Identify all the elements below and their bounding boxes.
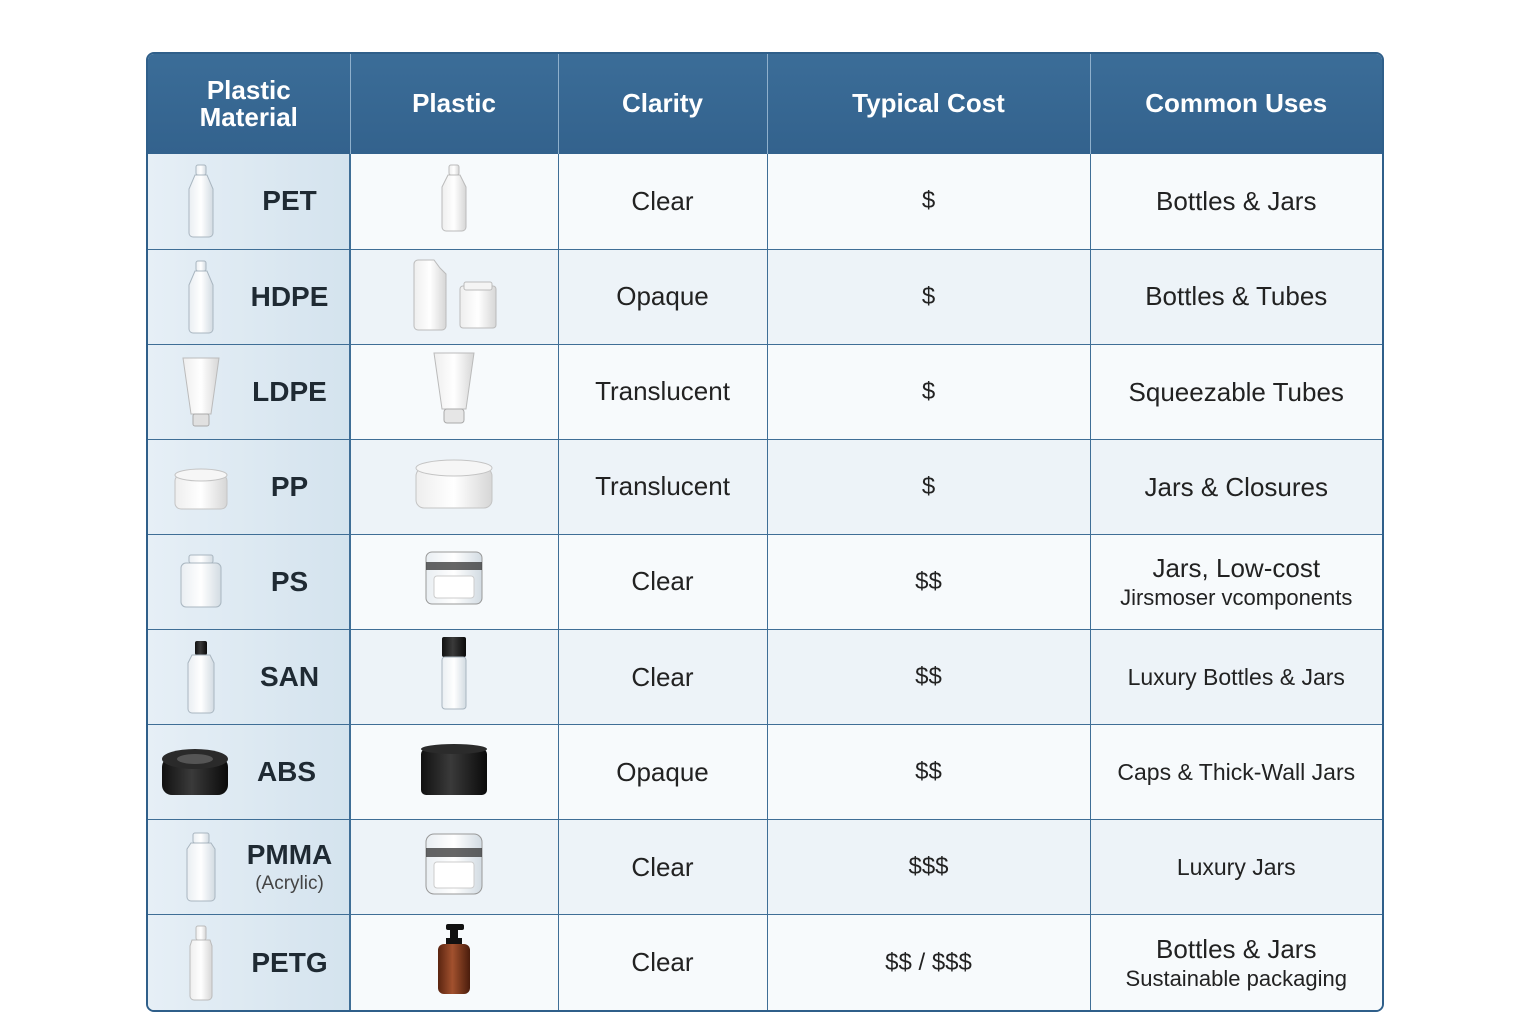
material-name: PETG	[251, 946, 328, 978]
table-row: ABS Opaque $$ Caps & Thick-Wall Jars	[148, 724, 1382, 821]
cost-cell: $$	[767, 724, 1091, 821]
clarity-cell: Translucent	[558, 439, 768, 535]
picture-cell	[350, 724, 559, 821]
cost-cell: $	[767, 249, 1091, 345]
bottle-clear-icon	[166, 924, 236, 1002]
picture-cell	[350, 629, 559, 726]
header-plastic: Plastic	[350, 54, 559, 154]
picture-cell	[350, 914, 559, 1010]
jar-black-icon	[419, 741, 489, 804]
table-row: PP Translucent $ Jars & Closures	[148, 439, 1382, 535]
cost-cell: $$	[767, 629, 1091, 726]
material-name: SAN	[259, 661, 320, 693]
header-plastic-material: Plastic Material	[148, 54, 351, 154]
header-common-uses: Common Uses	[1090, 54, 1382, 154]
picture-cell	[350, 439, 559, 535]
clarity-cell: Clear	[558, 154, 768, 250]
uses-cell: Squeezable Tubes	[1090, 344, 1382, 440]
header-clarity: Clarity	[558, 54, 768, 154]
table-header-row: Plastic Material Plastic Clarity Typical…	[148, 54, 1382, 154]
plastics-comparison-table: Plastic Material Plastic Clarity Typical…	[146, 52, 1384, 1012]
clarity-cell: Opaque	[558, 249, 768, 345]
jar-clear-icon	[166, 553, 236, 611]
cost-cell: $	[767, 344, 1091, 440]
material-cell: LDPE	[148, 344, 351, 440]
cost-cell: $$$	[767, 819, 1091, 916]
uses-cell: Bottles & Jars Sustainable packaging	[1090, 914, 1382, 1010]
material-name: PP	[270, 470, 309, 502]
bottle-black-cap-icon	[439, 635, 469, 720]
clarity-cell: Clear	[558, 914, 768, 1010]
cost-cell: $	[767, 439, 1091, 535]
material-name-main: PMMA	[246, 839, 333, 871]
bottle-clear-icon	[166, 163, 236, 239]
picture-cell	[350, 154, 559, 250]
material-name: PS	[270, 565, 309, 597]
table-row: LDPE Translucent $ Squeezable Tubes	[148, 344, 1382, 440]
material-name: ABS	[256, 756, 317, 788]
tube-icon	[432, 349, 476, 434]
jar-clear-icon	[422, 830, 486, 905]
jug-and-jar-icon	[408, 254, 500, 339]
clarity-cell: Clear	[558, 534, 768, 631]
material-name: PET	[262, 185, 317, 217]
material-cell: PET	[148, 154, 351, 250]
bottle-clear-icon	[166, 259, 236, 335]
picture-cell	[350, 819, 559, 916]
material-cell: ABS	[148, 724, 351, 821]
uses-line-1: Bottles & Jars	[1156, 933, 1317, 964]
material-cell: PETG	[148, 914, 351, 1010]
clarity-cell: Translucent	[558, 344, 768, 440]
material-cell: PMMA (Acrylic)	[148, 819, 351, 916]
picture-cell	[350, 534, 559, 631]
pump-bottle-amber-icon	[434, 922, 474, 1003]
bottle-icon	[439, 163, 469, 240]
table-row: PETG Clear $$ / $$$ Bottles & Jars Susta…	[148, 914, 1382, 1010]
uses-cell: Bottles & Tubes	[1090, 249, 1382, 345]
clarity-cell: Opaque	[558, 724, 768, 821]
uses-cell: Jars & Closures	[1090, 439, 1382, 535]
material-cell: SAN	[148, 629, 351, 726]
material-cell: PP	[148, 439, 351, 535]
table-row: PET Clear $ Bottles & Jars	[148, 154, 1382, 250]
table-row: PMMA (Acrylic) Clear $$$ Luxury Jars	[148, 819, 1382, 916]
cost-cell: $$	[767, 534, 1091, 631]
table-row: HDPE Opaque $ Bottles & Tubes	[148, 249, 1382, 345]
material-name: PMMA (Acrylic)	[236, 839, 349, 895]
picture-cell	[350, 249, 559, 345]
uses-line-2: Sustainable packaging	[1125, 966, 1347, 992]
tube-icon	[166, 354, 236, 430]
uses-line-2: Jirsmoser vcomponents	[1120, 585, 1353, 611]
material-name: LDPE	[252, 375, 327, 407]
header-typical-cost: Typical Cost	[767, 54, 1091, 154]
table-row: PS Clear $$ Jars, Low-cost Jirsmoser vco…	[148, 534, 1382, 631]
uses-cell: Caps & Thick-Wall Jars	[1090, 724, 1382, 821]
uses-cell: Luxury Jars	[1090, 819, 1382, 916]
uses-cell: Bottles & Jars	[1090, 154, 1382, 250]
uses-cell: Luxury Bottles & Jars	[1090, 629, 1382, 726]
clarity-cell: Clear	[558, 629, 768, 726]
material-cell: HDPE	[148, 249, 351, 345]
material-name: HDPE	[250, 280, 329, 312]
bottle-clear-icon	[166, 831, 236, 903]
cost-cell: $$ / $$$	[767, 914, 1091, 1010]
jar-white-icon	[166, 461, 236, 513]
clarity-cell: Clear	[558, 819, 768, 916]
material-cell: PS	[148, 534, 351, 631]
picture-cell	[350, 344, 559, 440]
bottle-black-cap-icon	[166, 639, 236, 715]
jar-clear-icon	[422, 548, 486, 615]
cost-cell: $	[767, 154, 1091, 250]
jar-white-icon	[412, 454, 496, 519]
uses-line-1: Jars, Low-cost	[1152, 552, 1321, 583]
uses-cell: Jars, Low-cost Jirsmoser vcomponents	[1090, 534, 1382, 631]
jar-black-icon	[160, 745, 230, 799]
table-row: SAN Clear $$ Luxury Bottles & Jars	[148, 629, 1382, 726]
material-subtitle: (Acrylic)	[255, 873, 324, 895]
